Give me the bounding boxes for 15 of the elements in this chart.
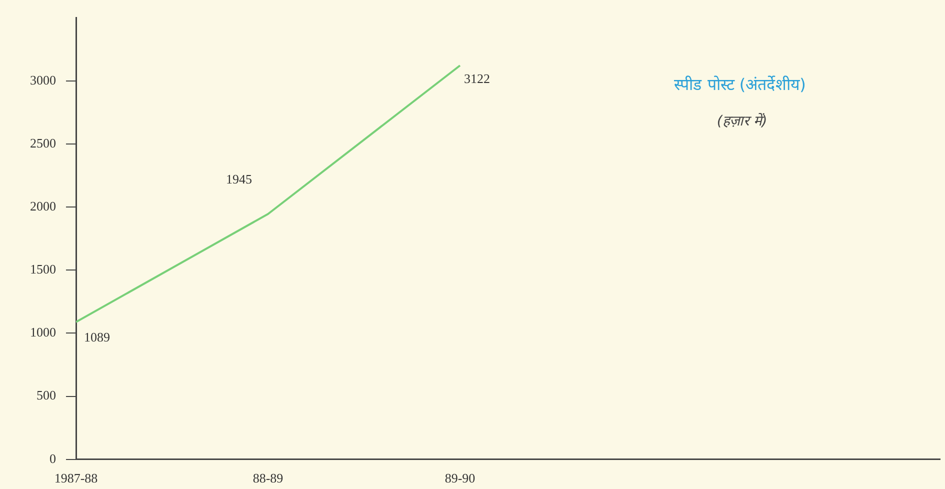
y-tick-label: 2000 xyxy=(30,198,56,214)
x-tick-label: 89-90 xyxy=(444,470,476,486)
y-tick-label: 0 xyxy=(50,450,56,466)
text: (हज़ार में) xyxy=(716,112,768,130)
data-label: 3122 xyxy=(464,70,490,86)
y-tick-label: 3000 xyxy=(30,72,56,88)
y-tick-label: 2500 xyxy=(30,135,56,150)
text: स्पीड पोस्ट (अंतर्देशीय) xyxy=(674,75,806,94)
x-tick-label: 88-89 xyxy=(252,470,284,486)
x-tick-label: 1987-88 xyxy=(54,470,98,486)
y-tick-label: 500 xyxy=(36,388,56,403)
data-label: 1089 xyxy=(84,329,110,344)
y-tick-label: 1000 xyxy=(30,324,56,340)
y-tick-label: 1500 xyxy=(30,262,56,277)
data-label: 1945 xyxy=(226,171,252,186)
